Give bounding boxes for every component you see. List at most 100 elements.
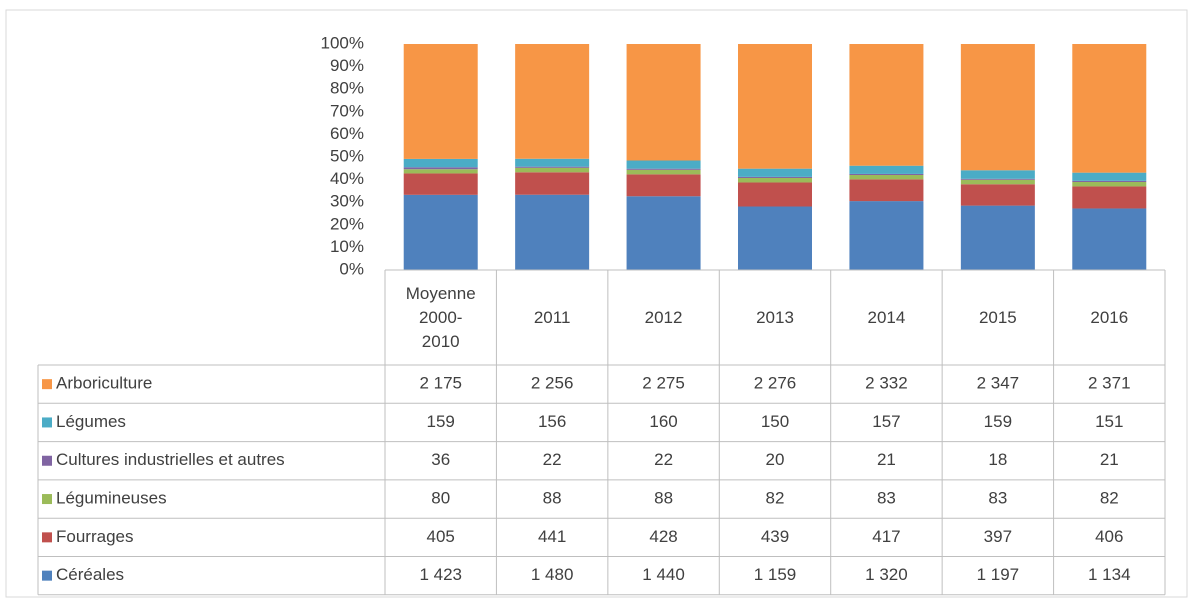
table-value: 405 [427, 527, 455, 546]
y-tick-label: 30% [330, 192, 364, 211]
table-value: 2 256 [531, 374, 574, 393]
x-tick-label: 2016 [1090, 307, 1129, 327]
table-value: 150 [761, 412, 789, 431]
table-value: 441 [538, 527, 566, 546]
table-value: 1 134 [1088, 565, 1131, 584]
bar-segment [1072, 172, 1147, 181]
bar-segment [515, 194, 590, 270]
legend-label: Légumineuses [56, 489, 167, 508]
y-tick-label: 100% [321, 33, 364, 52]
y-tick-label: 20% [330, 214, 364, 233]
x-tick-label: 2011 [533, 307, 571, 327]
bar-segment [738, 176, 812, 178]
bar-segment [1072, 44, 1147, 173]
table-value: 21 [1100, 450, 1119, 469]
table-value: 159 [984, 412, 1012, 431]
table-value: 397 [984, 527, 1012, 546]
table-value: 2 276 [754, 374, 797, 393]
table-value: 1 320 [865, 565, 908, 584]
table-value: 83 [988, 489, 1007, 508]
bar-segment [403, 194, 478, 270]
table-value: 22 [543, 450, 562, 469]
legend-label: Céréales [56, 565, 124, 584]
bar-segment [849, 165, 924, 174]
bar-segment [403, 169, 478, 174]
x-tick-label: Moyenne 2000-2010 [405, 283, 476, 351]
bar-segment [515, 44, 590, 159]
x-tick-label: 2015 [978, 307, 1017, 327]
chart-frame [5, 9, 1188, 598]
table-value: 22 [654, 450, 673, 469]
legend-swatch [42, 532, 52, 543]
bar-segment [738, 44, 812, 169]
table-value: 2 275 [642, 374, 685, 393]
x-category: 2013 [756, 307, 794, 327]
bar-segment [403, 158, 478, 168]
legend-swatch [42, 570, 52, 581]
table-value: 439 [761, 527, 789, 546]
table-value: 1 197 [977, 565, 1020, 584]
x-category: 2014 [868, 308, 906, 327]
x-category: 2011 [533, 307, 571, 327]
bar-segment [626, 160, 701, 169]
y-tick-label: 10% [330, 237, 364, 256]
legend-label: Légumes [56, 412, 126, 431]
table-value: 83 [877, 489, 896, 508]
table-value: 88 [543, 489, 562, 508]
bar-segment [960, 170, 1035, 179]
x-category: 2016 [1090, 307, 1129, 327]
table-value: 156 [538, 412, 566, 431]
y-tick-label: 50% [330, 146, 364, 165]
table-value: 406 [1095, 527, 1123, 546]
x-tick-label: 2013 [756, 307, 794, 327]
table-value: 157 [872, 412, 900, 431]
bar-segment [515, 158, 590, 167]
bar-segment [515, 166, 590, 168]
legend-swatch [42, 455, 52, 466]
x-tick-label: 2012 [644, 307, 683, 327]
table-value: 80 [431, 489, 450, 508]
y-tick-label: 40% [330, 169, 364, 188]
y-tick-label: 90% [330, 56, 364, 75]
y-tick-label: 80% [330, 79, 364, 98]
y-tick-label: 0% [339, 259, 364, 278]
table-value: 2 332 [865, 374, 908, 393]
bar-segment [960, 44, 1035, 171]
bar-segment [960, 178, 1035, 180]
legend-swatch [42, 417, 52, 428]
bar-segment [515, 167, 590, 173]
bar-segment [849, 173, 924, 176]
table-value: 88 [654, 489, 673, 508]
bar-segment [403, 44, 478, 159]
table-value: 2 175 [419, 374, 462, 393]
bar-segment [960, 179, 1035, 185]
legend-swatch [42, 379, 52, 390]
table-value: 1 440 [642, 565, 685, 584]
bar-segment [849, 175, 924, 180]
bar-segment [1072, 208, 1147, 270]
bar-segment [738, 168, 812, 177]
table-value: 428 [649, 527, 677, 546]
bar-segment [738, 182, 812, 207]
bar-segment [626, 174, 701, 197]
x-category: 2012 [644, 307, 683, 327]
y-tick-label: 70% [330, 101, 364, 120]
bar-segment [849, 201, 924, 270]
table-value: 160 [649, 412, 677, 431]
table-value: 151 [1095, 412, 1123, 431]
table-value: 2 347 [977, 374, 1020, 393]
legend-label: Arboriculture [56, 374, 152, 393]
table-value: 1 423 [419, 565, 462, 584]
x-category: 2015 [978, 307, 1017, 327]
bar-segment [1072, 186, 1147, 209]
bar-segment [403, 173, 478, 195]
bar-segment [849, 44, 924, 166]
table-value: 21 [877, 450, 896, 469]
table-value: 82 [1100, 489, 1119, 508]
legend-swatch [42, 494, 52, 505]
table-value: 159 [427, 412, 455, 431]
bar-segment [403, 167, 478, 170]
table-value: 1 159 [754, 565, 797, 584]
table-value: 1 480 [531, 565, 574, 584]
table-value: 2 371 [1088, 374, 1131, 393]
